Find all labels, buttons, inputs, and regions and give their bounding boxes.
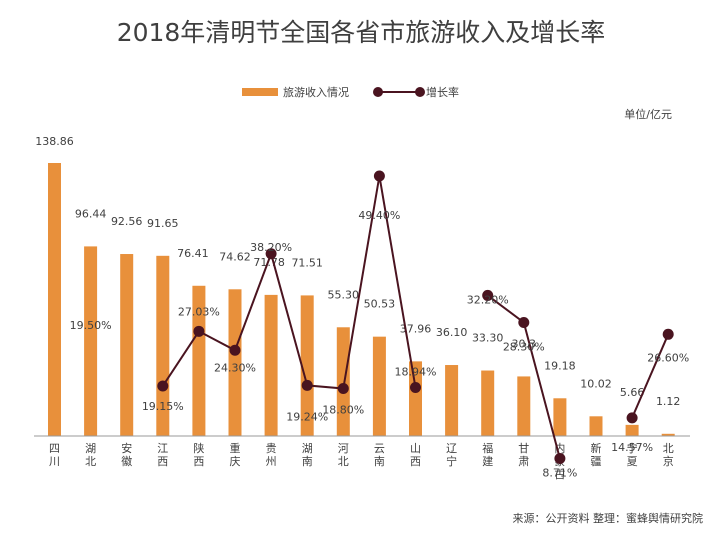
bar-辽宁	[445, 365, 459, 436]
rate-point-北京	[662, 328, 674, 340]
bar-湖北	[84, 246, 98, 436]
rate-value-label: 18.94%	[395, 365, 437, 378]
category-label: 北京	[663, 442, 674, 468]
rate-line-segment	[631, 333, 670, 419]
bar-value-label: 37.96	[400, 322, 432, 335]
category-label: 甘肃	[518, 442, 529, 468]
bar-value-labels: 138.86 96.44 92.56 91.65 76.41 74.62 71.78 71.5…	[35, 135, 680, 408]
rate-point-河北	[337, 382, 349, 394]
rate-value-label: 32.20%	[467, 293, 509, 306]
category-label: 新疆	[591, 441, 602, 468]
rate-line-segment	[161, 175, 417, 390]
category-label: 四川	[49, 442, 60, 468]
rate-value-label: 26.60%	[647, 351, 689, 364]
chart-title: 2018年清明节全国各省市旅游收入及增长率	[117, 18, 606, 47]
category-label: 重庆	[230, 441, 241, 468]
category-label: 陕西	[193, 441, 204, 468]
rate-value-label: 24.30%	[214, 361, 256, 374]
bar-内蒙古	[553, 398, 567, 436]
bar-福建	[481, 370, 495, 436]
bar-value-label: 1.12	[656, 395, 681, 408]
bar-江西	[156, 255, 170, 436]
rate-point-贵州	[265, 248, 277, 260]
bar-甘肃	[517, 376, 531, 436]
unit-label: 单位/亿元	[624, 107, 672, 121]
rate-value-label: 27.03%	[178, 305, 220, 318]
category-label: 云南	[374, 442, 385, 468]
bar-新疆	[589, 416, 603, 436]
bar-湖南	[300, 295, 314, 436]
rate-value-label: 14.57%	[611, 441, 653, 454]
bar-value-label: 50.53	[364, 298, 396, 311]
rate-value-label: 18.80%	[322, 403, 364, 416]
category-label: 湖南	[302, 442, 313, 468]
rate-value-label: 28.30%	[503, 341, 545, 354]
category-label: 福建	[482, 441, 493, 468]
category-label: 辽宁	[446, 442, 457, 468]
bar-四川	[48, 163, 61, 436]
category-label: 湖北	[85, 442, 96, 468]
rate-point-江西	[157, 380, 169, 392]
bar-value-label: 10.02	[580, 377, 612, 390]
bar-value-label: 55.30	[328, 288, 360, 301]
legend-line-marker	[373, 87, 383, 97]
bar-陕西	[192, 285, 206, 436]
bar-value-label: 91.65	[147, 217, 179, 230]
bar-value-label: 92.56	[111, 215, 143, 228]
bar-value-label: 96.44	[75, 207, 107, 220]
bar-series	[48, 163, 675, 436]
bar-北京	[661, 433, 675, 436]
rate-value-labels: 19.50% 19.15% 27.03% 24.30% 38.20% 19.24%18.8…	[70, 209, 690, 480]
bar-value-label: 5.66	[620, 386, 645, 399]
rate-line-series	[157, 170, 674, 465]
bar-value-label: 19.18	[544, 359, 576, 372]
source-note: 来源：公开资料 整理：蜜蜂舆情研究院	[513, 511, 704, 525]
bar-value-label: 74.62	[219, 250, 251, 263]
category-label: 安徽	[121, 441, 132, 468]
legend-bar-swatch	[242, 88, 278, 96]
bar-贵州	[264, 294, 278, 436]
bar-value-label: 36.10	[436, 326, 468, 339]
bar-安徽	[120, 254, 134, 436]
bar-value-label: 76.41	[177, 247, 209, 260]
bar-云南	[372, 336, 386, 436]
rate-value-label: 19.24%	[286, 410, 328, 423]
rate-point-云南	[373, 170, 385, 182]
category-label: 山西	[410, 442, 421, 468]
rate-point-山西	[410, 381, 421, 393]
bar-value-label: 138.86	[35, 135, 74, 148]
category-labels: 四川湖北安徽江西陕西重庆贵州湖南河北云南山西辽宁福建甘肃内蒙古新疆宁夏北京	[49, 441, 674, 481]
category-label: 贵州	[266, 442, 277, 468]
bar-value-label: 71.51	[291, 256, 323, 269]
bar-value-label: 33.30	[472, 332, 504, 345]
rate-point-陕西	[193, 325, 205, 337]
legend-line-label: 增长率	[426, 85, 459, 99]
bar-河北	[336, 327, 350, 436]
legend: 旅游收入情况 增长率	[242, 85, 459, 99]
category-label: 宁夏	[627, 441, 638, 468]
rate-value-label: 49.40%	[358, 209, 400, 222]
legend-bar-label: 旅游收入情况	[283, 85, 349, 99]
rate-value-label: 19.15%	[142, 400, 184, 413]
category-label: 河北	[338, 442, 349, 468]
rate-point-宁夏	[626, 412, 638, 424]
rate-point-甘肃	[518, 317, 530, 329]
category-label: 江西	[157, 442, 168, 468]
legend-line-marker	[415, 87, 425, 97]
rate-point-重庆	[229, 344, 241, 356]
rate-value-label: 19.50%	[70, 319, 112, 332]
rate-point-内蒙古	[554, 453, 566, 465]
rate-point-湖南	[301, 379, 313, 391]
bar-宁夏	[625, 424, 639, 436]
rate-value-label: 8.71%	[542, 467, 577, 480]
bar-重庆	[228, 289, 242, 436]
bar-山西	[409, 361, 422, 436]
rate-point-福建	[482, 289, 494, 301]
bar-value-label: 71.78	[253, 256, 285, 269]
rate-value-label: 38.20%	[250, 241, 292, 254]
